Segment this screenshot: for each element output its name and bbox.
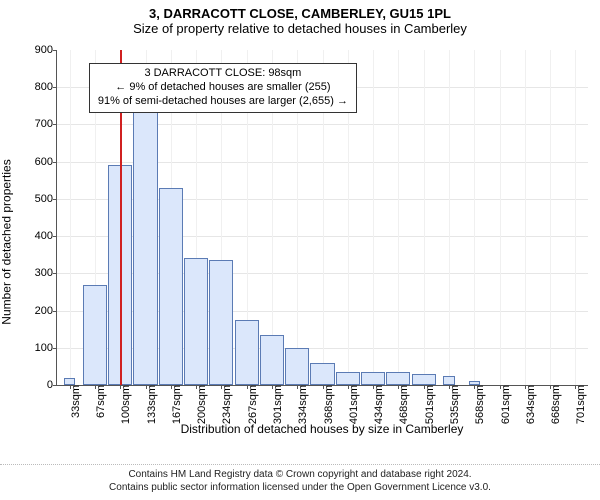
bar	[184, 258, 208, 385]
y-tick-mark	[53, 199, 57, 200]
gridline-v	[550, 50, 551, 385]
gridline-v	[525, 50, 526, 385]
bar	[159, 188, 183, 385]
y-tick-mark	[53, 273, 57, 274]
x-tick-label: 401sqm	[344, 385, 360, 424]
bar	[235, 320, 259, 385]
title-block: 3, DARRACOTT CLOSE, CAMBERLEY, GU15 1PL …	[0, 0, 600, 36]
annotation-box: 3 DARRACOTT CLOSE: 98sqm← 9% of detached…	[89, 63, 357, 112]
chart-container: Number of detached properties 0100200300…	[0, 42, 600, 442]
bar	[310, 363, 334, 385]
gridline-v	[474, 50, 475, 385]
x-tick-label: 167sqm	[167, 385, 183, 424]
bar	[83, 285, 107, 386]
annotation-line: 91% of semi-detached houses are larger (…	[98, 95, 348, 109]
y-tick-mark	[53, 236, 57, 237]
gridline-v	[449, 50, 450, 385]
x-tick-label: 434sqm	[369, 385, 385, 424]
gridline-v	[424, 50, 425, 385]
gridline-v	[500, 50, 501, 385]
x-tick-label: 634sqm	[521, 385, 537, 424]
y-tick-mark	[53, 311, 57, 312]
footer-line-1: Contains HM Land Registry data © Crown c…	[30, 469, 570, 482]
gridline-v	[70, 50, 71, 385]
x-tick-label: 701sqm	[571, 385, 587, 424]
plot-area: 010020030040050060070080090033sqm67sqm10…	[56, 50, 588, 386]
x-tick-label: 267sqm	[243, 385, 259, 424]
x-tick-label: 67sqm	[91, 385, 107, 418]
x-tick-label: 368sqm	[319, 385, 335, 424]
x-tick-label: 200sqm	[192, 385, 208, 424]
bar	[133, 110, 157, 385]
bar	[386, 372, 410, 385]
x-tick-label: 100sqm	[116, 385, 132, 424]
y-tick-mark	[53, 50, 57, 51]
x-tick-label: 33sqm	[66, 385, 82, 418]
annotation-line: 3 DARRACOTT CLOSE: 98sqm	[98, 67, 348, 81]
footer: Contains HM Land Registry data © Crown c…	[0, 464, 600, 498]
page-title: 3, DARRACOTT CLOSE, CAMBERLEY, GU15 1PL	[0, 6, 600, 21]
bar	[209, 260, 233, 385]
x-tick-label: 501sqm	[420, 385, 436, 424]
x-tick-label: 301sqm	[268, 385, 284, 424]
bar	[412, 374, 436, 385]
y-tick-mark	[53, 87, 57, 88]
bar	[285, 348, 309, 385]
gridline-v	[575, 50, 576, 385]
bar	[361, 372, 385, 385]
y-tick-mark	[53, 124, 57, 125]
page-subtitle: Size of property relative to detached ho…	[0, 21, 600, 36]
bar	[469, 381, 480, 385]
gridline-v	[398, 50, 399, 385]
x-tick-label: 601sqm	[496, 385, 512, 424]
x-tick-label: 535sqm	[445, 385, 461, 424]
bar	[260, 335, 284, 385]
y-tick-mark	[53, 162, 57, 163]
x-tick-label: 334sqm	[293, 385, 309, 424]
x-tick-label: 468sqm	[394, 385, 410, 424]
x-tick-label: 234sqm	[217, 385, 233, 424]
x-tick-label: 668sqm	[546, 385, 562, 424]
bar	[336, 372, 360, 385]
y-tick-mark	[53, 385, 57, 386]
annotation-line: ← 9% of detached houses are smaller (255…	[98, 81, 348, 95]
x-tick-label: 568sqm	[470, 385, 486, 424]
y-tick-mark	[53, 348, 57, 349]
gridline-v	[373, 50, 374, 385]
x-tick-label: 133sqm	[142, 385, 158, 424]
footer-line-2: Contains public sector information licen…	[30, 482, 570, 495]
bar	[64, 378, 75, 385]
y-axis-label: Number of detached properties	[0, 159, 14, 324]
x-axis-label: Distribution of detached houses by size …	[56, 422, 588, 436]
bar	[443, 376, 454, 385]
